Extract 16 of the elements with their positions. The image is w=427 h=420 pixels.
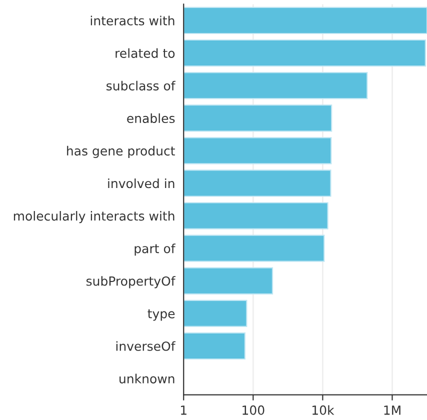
y-tick-label: enables (127, 113, 175, 124)
y-tick-label: molecularly interacts with (14, 211, 174, 224)
x-tick-label: 1 (181, 406, 186, 415)
y-tick-label: subPropertyOf (86, 276, 176, 288)
y-tick-label: type (148, 309, 175, 321)
y-tick-label: has gene product (67, 146, 175, 158)
x-tick-label: 100 (242, 405, 264, 415)
y-tick-label: related to (116, 48, 175, 58)
y-tick-label: interacts with (90, 16, 174, 26)
x-tick-label: 10k (312, 405, 334, 415)
x-tick-label: 1M (384, 406, 400, 415)
y-tick-label: inverseOf (116, 341, 176, 351)
y-tick-label: subclass of (106, 80, 176, 90)
y-tick-label: unknown (120, 374, 174, 384)
y-tick-label: part of (134, 244, 176, 256)
y-tick-label: involved in (108, 178, 174, 188)
